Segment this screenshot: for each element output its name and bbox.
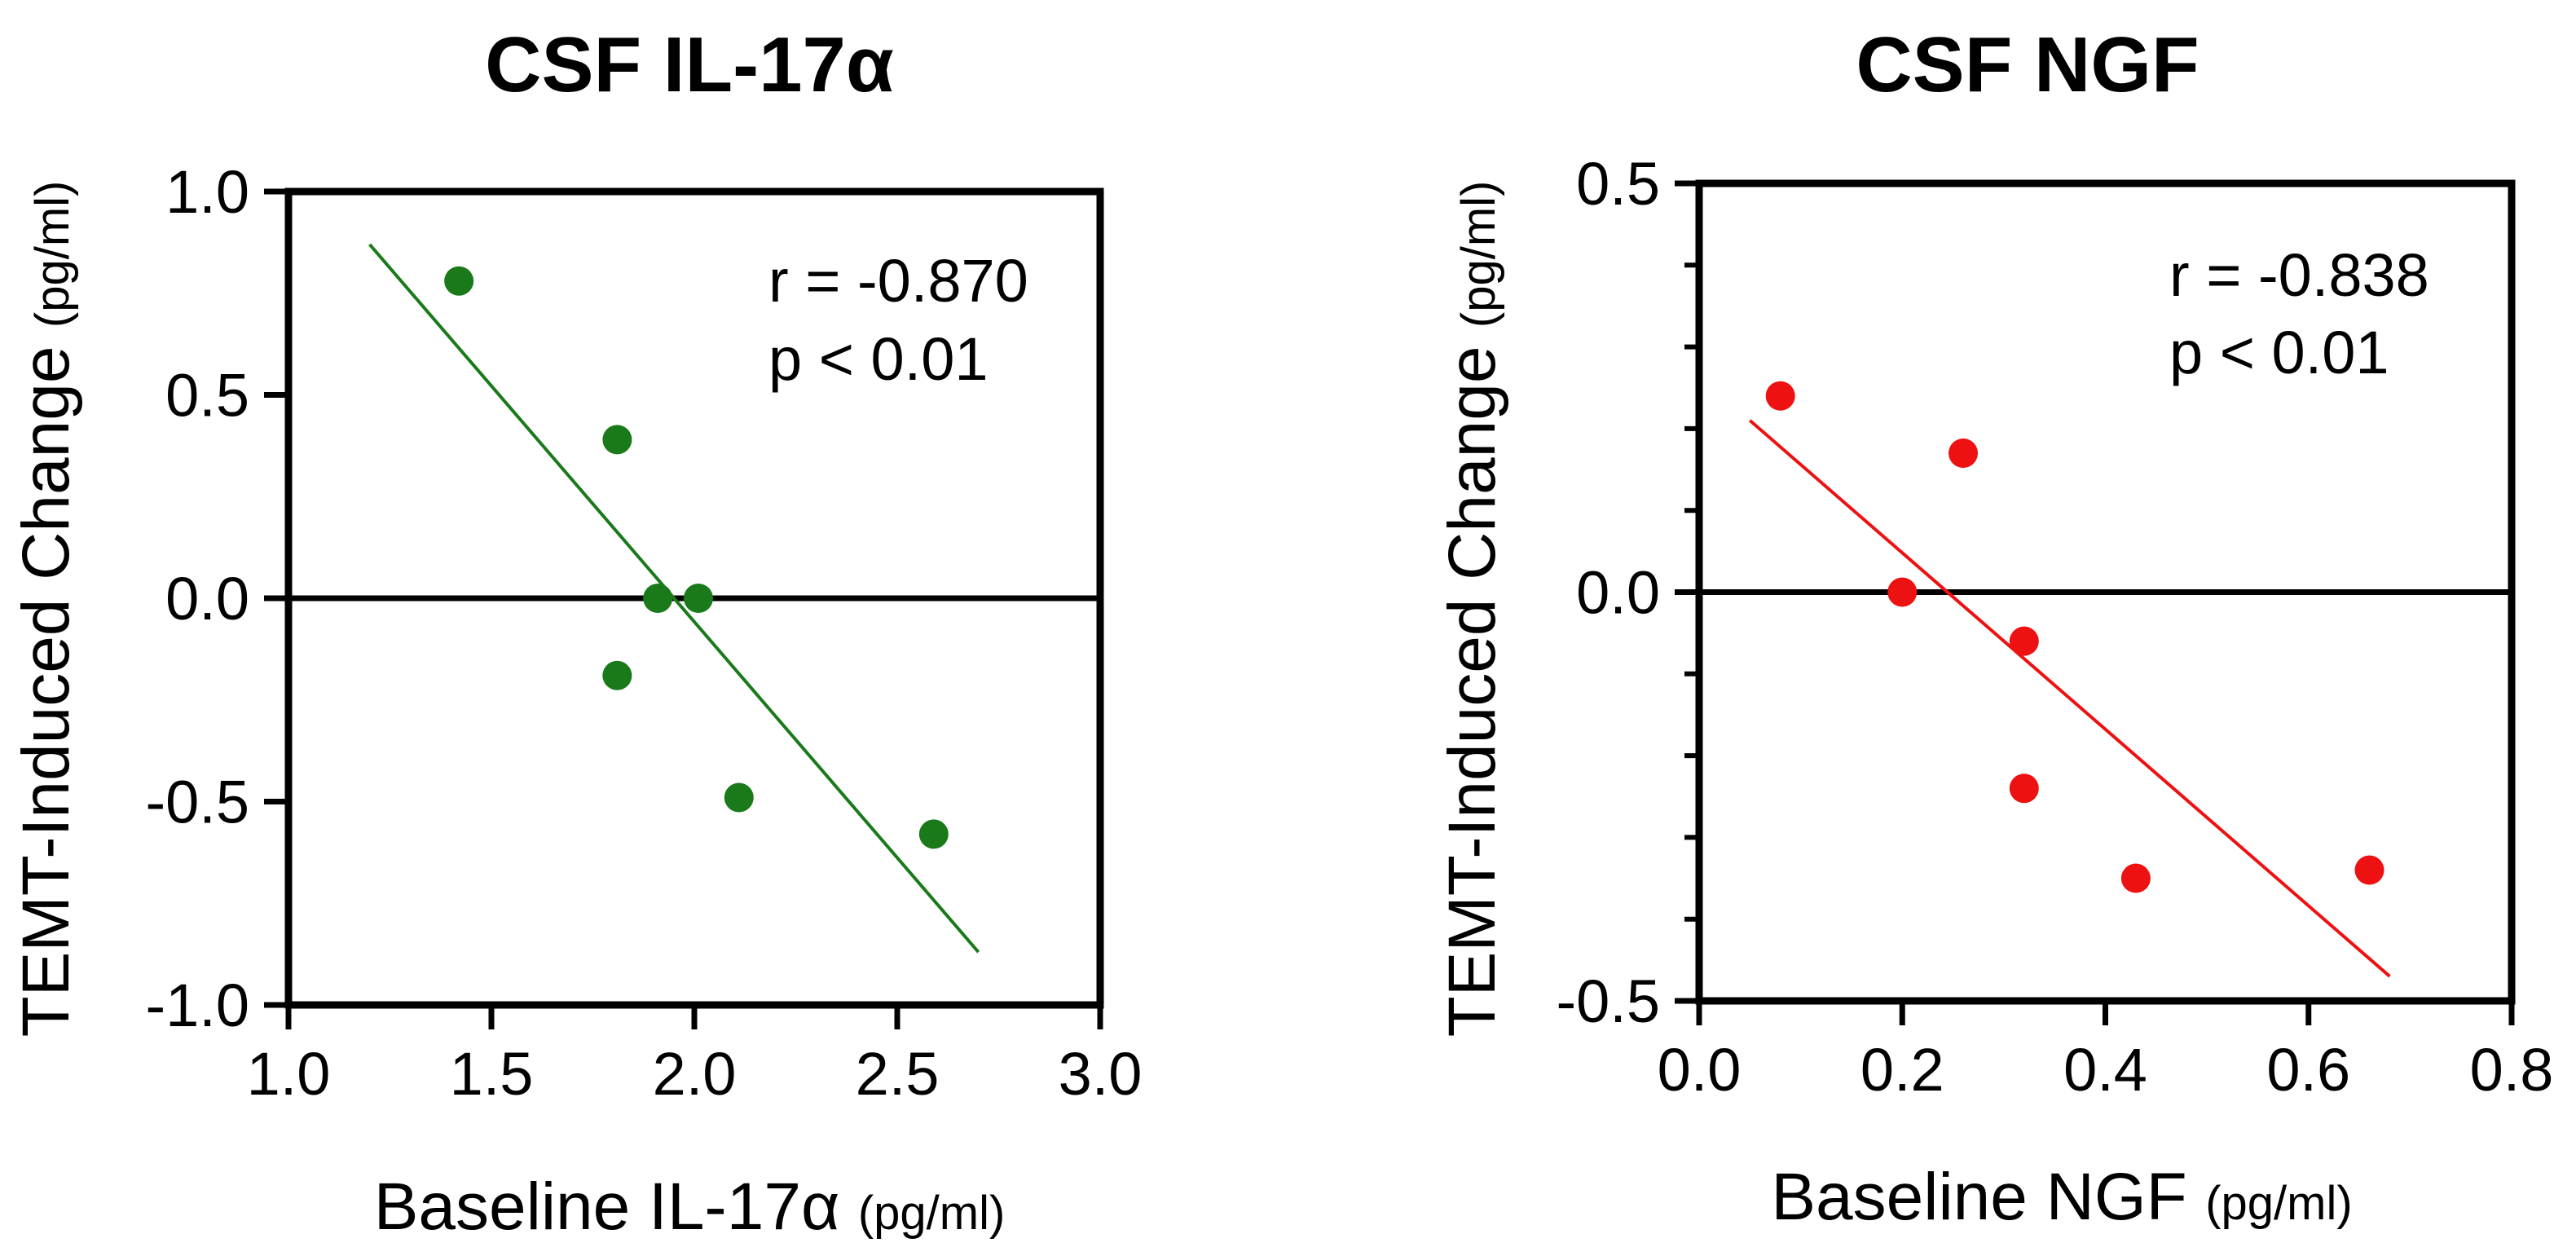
data-point	[2120, 863, 2151, 893]
points-layer	[444, 266, 949, 849]
data-point	[2009, 626, 2039, 656]
x-tick-label: 0.0	[1658, 1036, 1742, 1104]
data-point	[602, 660, 632, 690]
y-tick-label: 0.5	[165, 362, 249, 430]
y-tick-label: 0.5	[1576, 150, 1660, 218]
stat-r: r = -0.870	[768, 247, 1028, 315]
svg-text:TEMT-Induced Change (p: TEMT-Induced Change (pg/ml)	[9, 181, 83, 1038]
x-tick-label: 2.0	[653, 1040, 737, 1108]
regression-line	[368, 243, 980, 954]
x-axis-title: Baseline IL-17α	[374, 1170, 840, 1244]
y-ticks: -0.5 0.0 0.5	[1556, 150, 1699, 1035]
panel-il17: CSF IL-17α TEMT-Induced Change (pg/ml) B…	[9, 21, 1142, 1244]
x-tick-label: 3.0	[1059, 1040, 1143, 1108]
data-point	[1765, 381, 1795, 411]
x-axis-unit: (pg/ml)	[2205, 1177, 2352, 1230]
y-axis-title: TEMT-Induced Change	[9, 346, 83, 1038]
x-tick-label: 1.5	[450, 1040, 534, 1108]
x-tick-label: 0.4	[2063, 1036, 2147, 1104]
y-axis-title: TEMT-Induced Change	[1435, 346, 1509, 1038]
y-tick-label: -0.5	[145, 769, 249, 836]
chart-title: CSF IL-17α	[485, 21, 894, 108]
x-axis-label: Baseline NGF (pg/ml)	[1771, 1160, 2352, 1234]
data-point	[643, 584, 673, 613]
x-axis-label: Baseline IL-17α (pg/ml)	[374, 1170, 1006, 1244]
x-tick-label: 2.5	[856, 1040, 940, 1108]
x-ticks: 0.0 0.2 0.4 0.6 0.8	[1658, 1001, 2554, 1104]
y-tick-label: 1.0	[165, 158, 249, 226]
x-tick-label: 0.2	[1860, 1036, 1944, 1104]
data-point	[724, 782, 754, 813]
y-tick-label: -0.5	[1556, 967, 1660, 1035]
svg-text:Baseline NGF (pg/ml): Baseline NGF (pg/ml)	[1771, 1160, 2352, 1234]
y-axis-unit: (pg/ml)	[1452, 181, 1505, 328]
data-point	[683, 584, 713, 613]
y-axis-label: TEMT-Induced Change (pg/ml)	[1435, 181, 1509, 1038]
fit-line-layer	[368, 243, 980, 954]
svg-text:TEMT-Induced Change (p: TEMT-Induced Change (pg/ml)	[1435, 181, 1509, 1038]
stat-p: p < 0.01	[768, 325, 989, 393]
svg-text:Baseline IL-17α (pg/ml: Baseline IL-17α (pg/ml)	[374, 1170, 1006, 1244]
y-tick-label: 0.0	[165, 565, 249, 632]
panel-ngf: CSF NGF TEMT-Induced Change (pg/ml) Base…	[1435, 21, 2553, 1234]
x-tick-label: 0.8	[2470, 1036, 2554, 1104]
data-point	[1887, 577, 1918, 607]
regression-line	[1749, 419, 2391, 978]
x-axis-unit: (pg/ml)	[858, 1187, 1005, 1240]
stat-p: p < 0.01	[2169, 319, 2389, 386]
data-point	[2009, 773, 2039, 804]
stat-r: r = -0.838	[2169, 241, 2429, 309]
y-ticks: -1.0 -0.5 0.0 0.5 1.0	[145, 158, 288, 1039]
data-point	[602, 425, 632, 455]
x-ticks: 1.0 1.5 2.0 2.5 3.0	[247, 1005, 1143, 1108]
y-tick-label: 0.0	[1576, 559, 1660, 627]
data-point	[444, 266, 474, 296]
x-axis-title: Baseline NGF	[1771, 1160, 2186, 1234]
y-tick-label: -1.0	[145, 972, 249, 1039]
y-axis-label: TEMT-Induced Change (pg/ml)	[9, 181, 83, 1038]
data-point	[2354, 855, 2384, 885]
data-point	[918, 819, 949, 849]
y-axis-unit: (pg/ml)	[26, 181, 79, 328]
data-point	[1949, 438, 1979, 468]
x-tick-label: 1.0	[247, 1040, 331, 1108]
points-layer	[1765, 381, 2384, 893]
chart-title: CSF NGF	[1856, 21, 2199, 108]
fit-line-layer	[1749, 419, 2391, 978]
x-tick-label: 0.6	[2266, 1036, 2350, 1104]
